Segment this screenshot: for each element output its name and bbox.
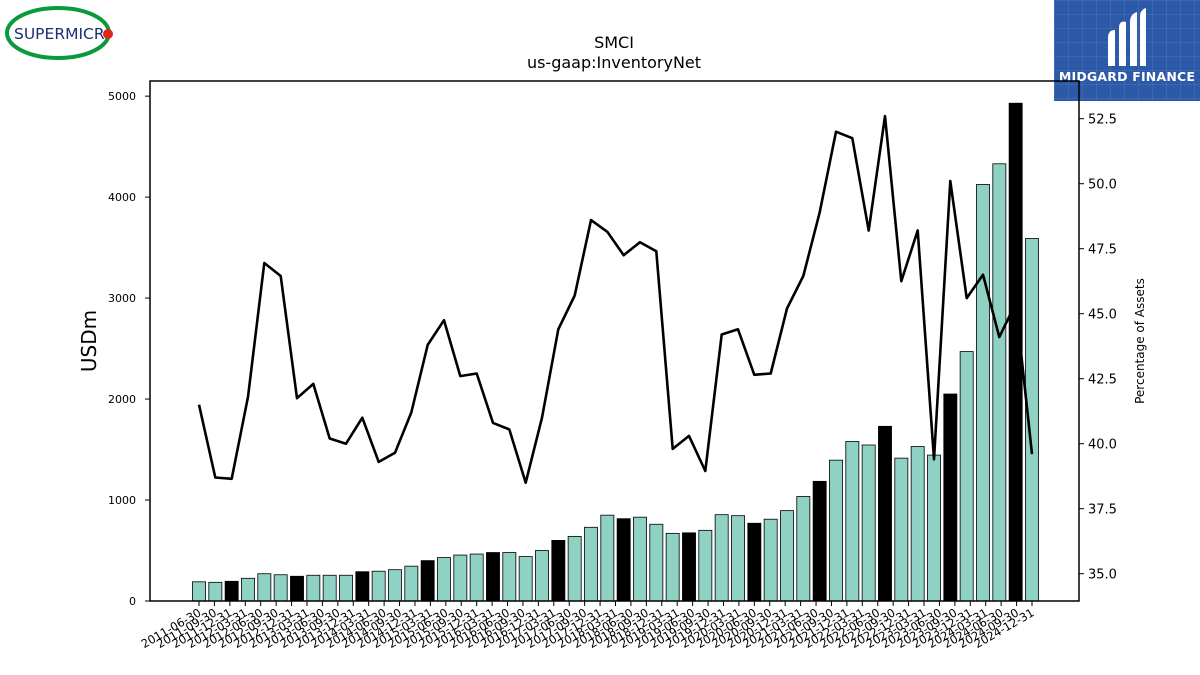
logo-text: SUPERMICR	[14, 25, 105, 43]
logo-dot	[103, 29, 113, 39]
y2-tick-label: 45.0	[1088, 308, 1117, 323]
y2-tick-label: 37.5	[1088, 503, 1117, 518]
bar-2018-06-30	[649, 523, 664, 602]
bar-2012-12-31	[290, 575, 304, 602]
y-tick-label: 3000	[108, 292, 136, 305]
bar-2020-03-31	[763, 518, 778, 602]
y2-tick-label: 35.0	[1088, 568, 1117, 583]
y2-tick-label: 40.0	[1088, 438, 1117, 453]
bar-2015-12-31	[486, 552, 500, 602]
bar-series	[192, 102, 1039, 602]
bar-2014-09-30	[404, 565, 419, 602]
bar-2013-12-31	[355, 571, 370, 602]
bar-2016-12-31	[551, 540, 566, 602]
bar-2014-06-30	[388, 569, 402, 602]
bar-2011-09-30	[208, 581, 223, 602]
bar-2021-03-31	[829, 459, 843, 602]
chart-subtitle: us-gaap:InventoryNet	[527, 53, 701, 72]
y-tick-label: 1000	[108, 494, 136, 507]
bar-2018-03-31	[633, 516, 647, 602]
y2-tick-label: 52.5	[1088, 113, 1117, 128]
bar-2011-06-30	[192, 581, 206, 602]
bar-2017-09-30	[600, 514, 615, 602]
bar-2019-12-31	[747, 522, 762, 602]
bar-2021-09-30	[861, 444, 876, 602]
bar-2013-09-30	[339, 574, 353, 602]
y-tick-label: 0	[129, 595, 136, 608]
y-tick-label: 2000	[108, 393, 136, 406]
bar-2022-12-31	[943, 393, 958, 602]
y2-axis-label: Percentage of Assets	[1133, 278, 1147, 404]
bar-2018-09-30	[665, 532, 680, 602]
bar-2012-06-30	[257, 573, 272, 602]
bar-2016-09-30	[535, 550, 549, 602]
bar-2014-12-31	[420, 560, 435, 602]
bar-2018-12-31	[682, 532, 696, 602]
midgard-mark-icon	[1108, 8, 1146, 67]
chart-title: SMCI	[594, 33, 634, 52]
bar-2019-09-30	[731, 515, 745, 602]
brand-name: MIDGARD FINANCE	[1058, 69, 1196, 84]
bar-2022-09-30	[927, 454, 941, 602]
bar-2020-09-30	[796, 496, 811, 602]
bar-2019-03-31	[698, 529, 713, 602]
left-axis: 0 1000 2000 3000 4000 5000	[108, 90, 150, 608]
y2-tick-label: 50.0	[1088, 178, 1117, 193]
bar-2016-06-30	[518, 556, 533, 602]
bar-2012-09-30	[273, 574, 288, 602]
supermicro-logo: SUPERMICR	[4, 4, 116, 62]
percentage-of-assets-line	[197, 114, 1034, 485]
bar-2023-03-31	[959, 351, 974, 602]
bar-2015-09-30	[469, 553, 484, 602]
bar-2013-06-30	[322, 574, 337, 602]
plot-frame	[149, 80, 1080, 602]
line-series	[197, 114, 1034, 485]
y-tick-label: 4000	[108, 191, 136, 204]
bar-2015-06-30	[453, 554, 468, 602]
y2-tick-label: 47.5	[1088, 243, 1117, 258]
bar-2020-12-31	[812, 480, 827, 602]
bar-2012-03-31	[241, 577, 255, 602]
bar-2019-06-30	[714, 514, 729, 602]
bar-2014-03-31	[371, 570, 386, 602]
bar-2021-12-31	[878, 425, 892, 602]
bar-2017-03-31	[567, 535, 582, 602]
bar-2022-06-30	[910, 446, 925, 602]
bar-2013-03-31	[306, 574, 321, 602]
bar-2016-03-31	[502, 552, 517, 602]
bar-2021-06-30	[845, 441, 860, 602]
x-axis: 2011-06-302011-09-302011-12-312012-03-31…	[139, 601, 1037, 651]
y-tick-label: 5000	[108, 90, 136, 103]
bar-2023-09-30	[992, 163, 1007, 602]
bar-2020-06-30	[780, 510, 794, 602]
bar-2015-03-31	[437, 557, 451, 602]
bar-2023-06-30	[976, 184, 990, 602]
bar-2017-12-31	[616, 518, 631, 602]
y-axis-label: USDm	[77, 310, 101, 372]
bar-2022-03-31	[894, 457, 909, 602]
bar-2017-06-30	[584, 526, 598, 602]
y2-tick-label: 42.5	[1088, 373, 1117, 388]
bar-2011-12-31	[224, 580, 239, 602]
right-axis: 35.0 37.5 40.0 42.5 45.0 47.5 50.0 52.5	[1079, 113, 1117, 583]
